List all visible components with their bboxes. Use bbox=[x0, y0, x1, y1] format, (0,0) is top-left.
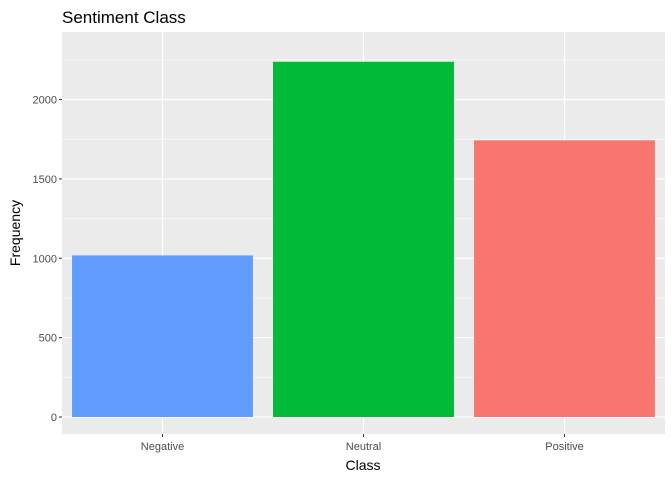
bar-positive bbox=[474, 140, 655, 418]
x-axis-title: Class bbox=[345, 457, 380, 473]
x-tick-label: Negative bbox=[141, 441, 184, 453]
y-tick-label: 0 bbox=[51, 412, 57, 424]
y-axis-title: Frequency bbox=[7, 200, 23, 266]
y-tick-label: 2000 bbox=[33, 95, 57, 107]
x-axis: Negative Neutral Positive bbox=[141, 434, 584, 453]
y-tick-label: 1500 bbox=[33, 174, 57, 186]
x-tick-label: Neutral bbox=[346, 441, 381, 453]
y-tick-label: 1000 bbox=[33, 253, 57, 265]
x-tick-label: Positive bbox=[545, 441, 584, 453]
y-axis: 0 500 1000 1500 2000 bbox=[33, 95, 62, 424]
bar-negative bbox=[72, 255, 253, 417]
y-tick-label: 500 bbox=[39, 333, 57, 345]
bars-group bbox=[72, 61, 655, 418]
chart-title: Sentiment Class bbox=[62, 8, 186, 27]
bar-neutral bbox=[273, 61, 454, 418]
